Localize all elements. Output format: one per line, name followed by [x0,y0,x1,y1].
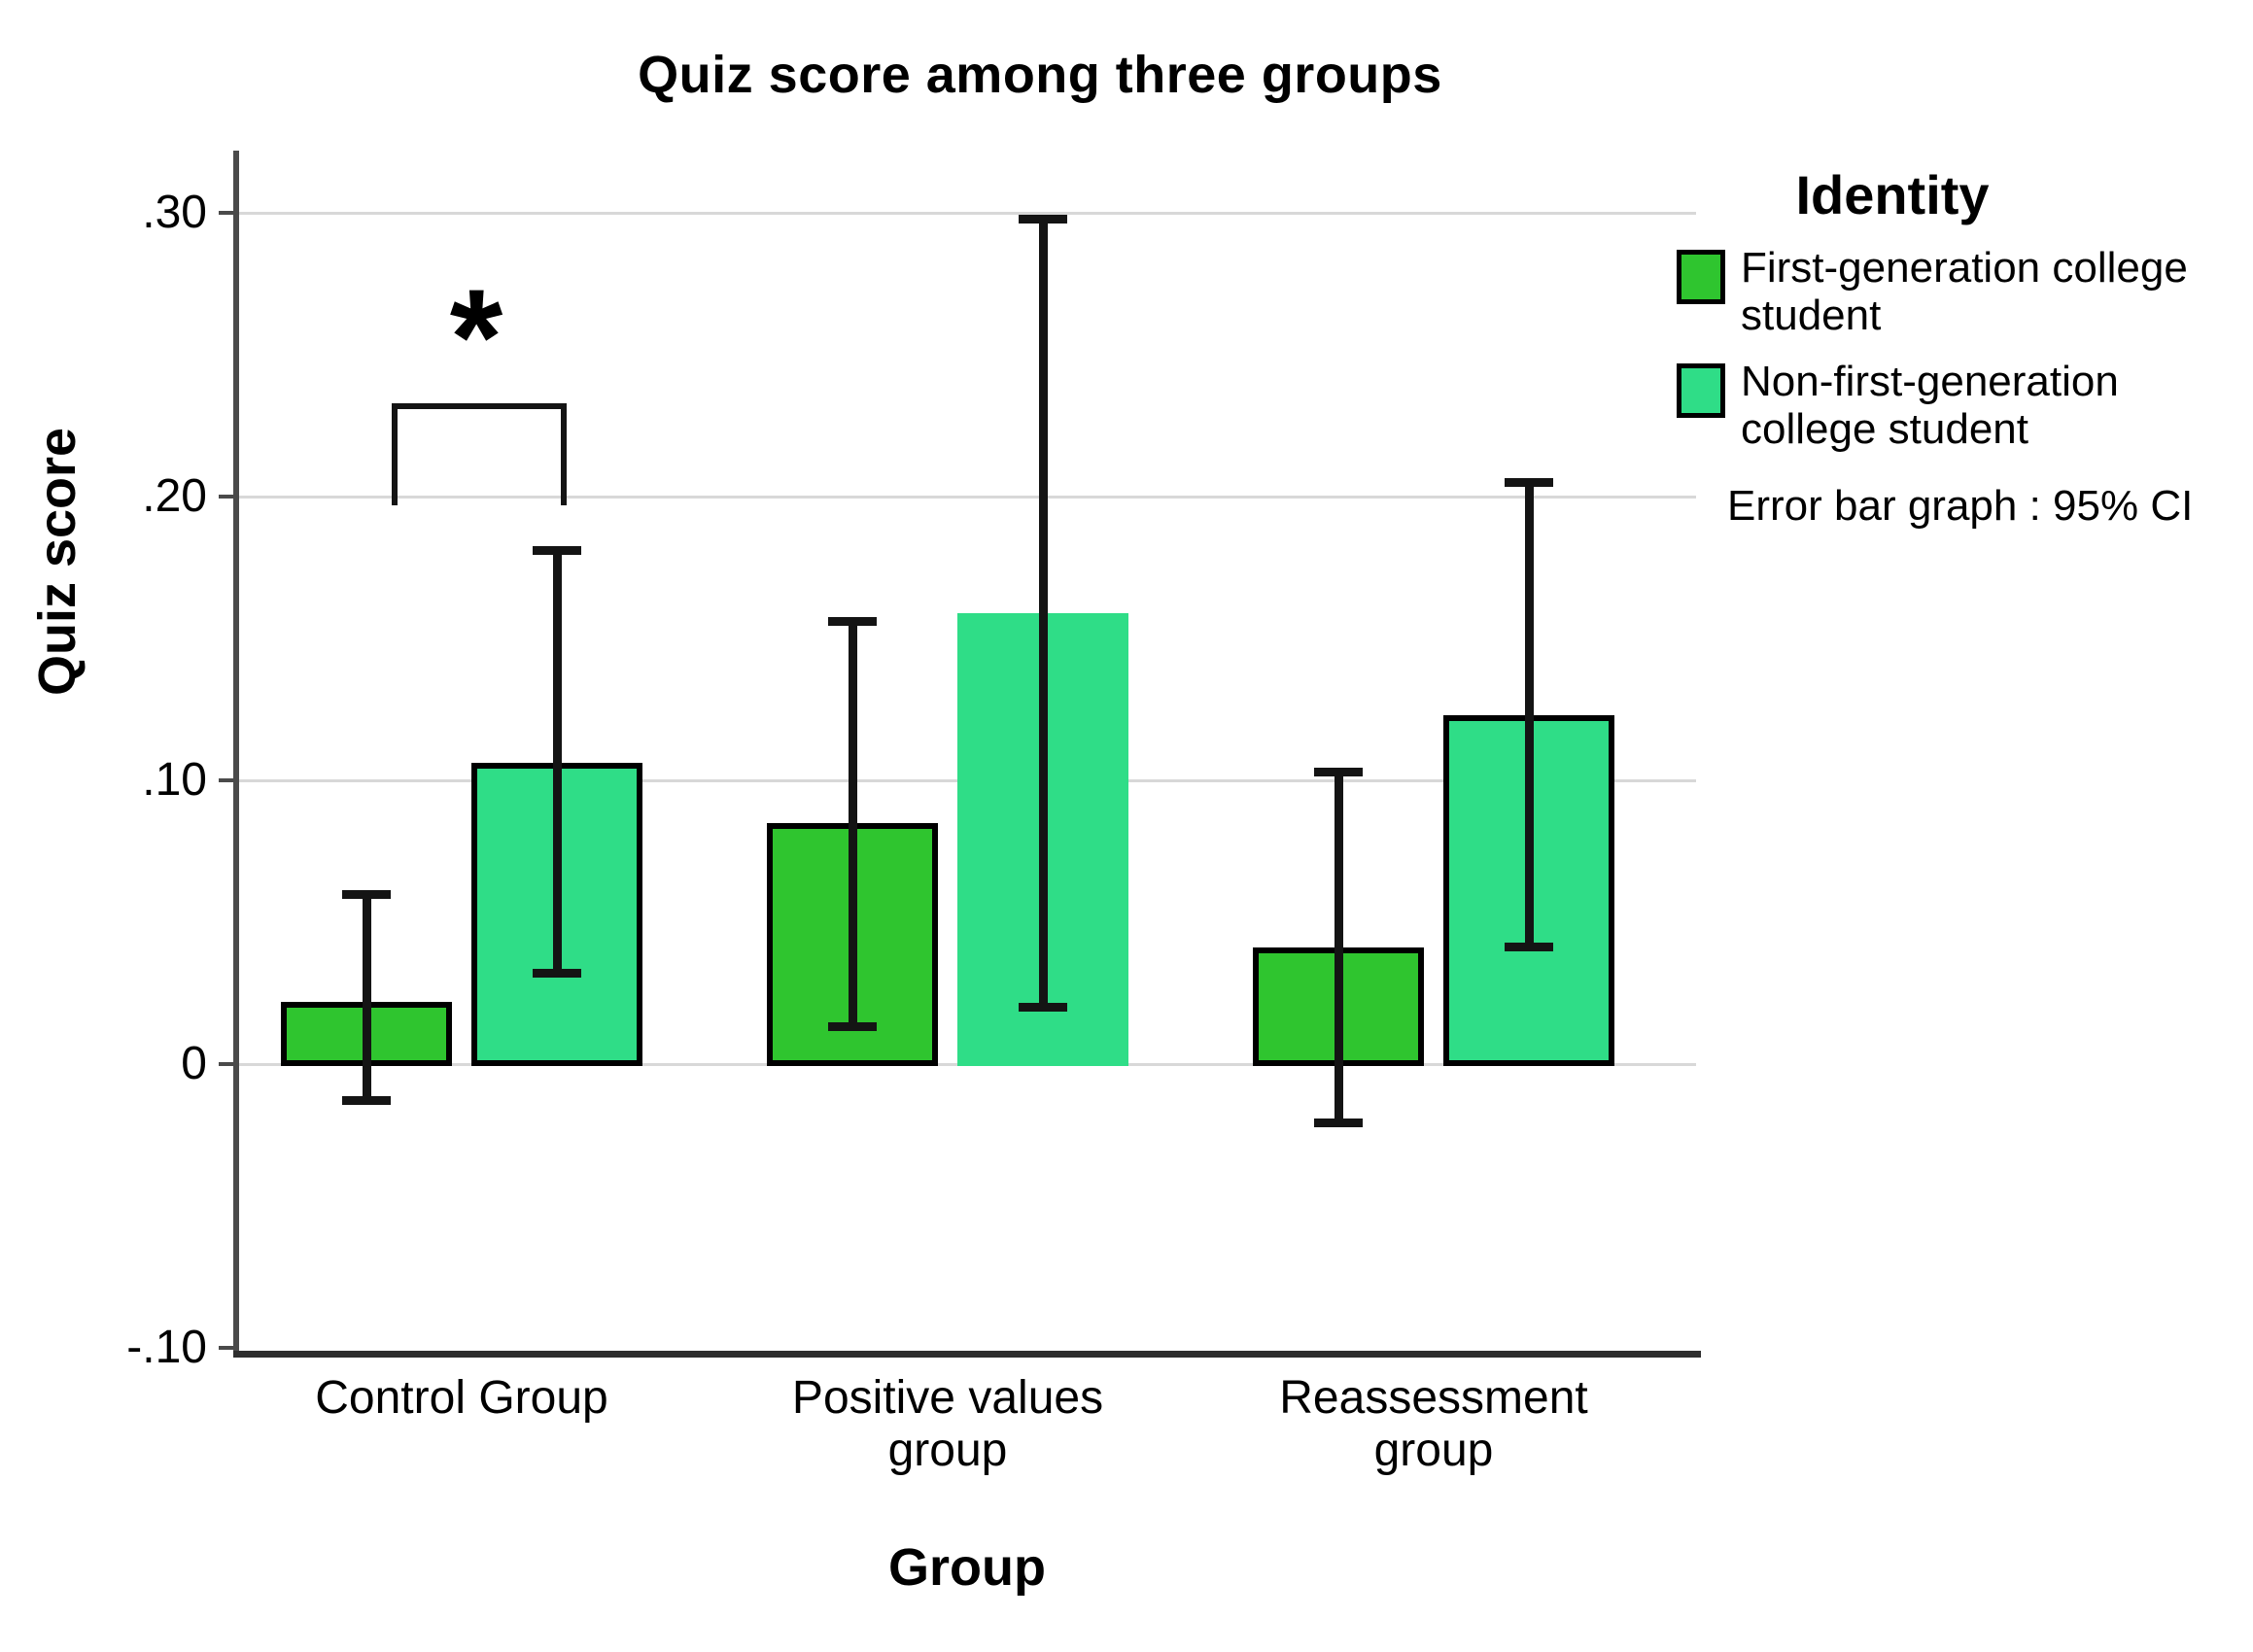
y-tick-mark [219,1062,238,1066]
error-bar-line [1334,772,1343,1123]
y-tick-label: 0 [181,1038,207,1089]
legend-note: Error bar graph : 95% CI [1727,482,2194,531]
legend-swatch-first-generation [1677,250,1725,304]
error-bar-cap-top [828,617,877,626]
legend: Identity First-generation college studen… [1667,163,2253,531]
y-tick-mark [219,211,238,215]
y-tick-mark [219,778,238,782]
significance-bracket-right-leg [561,403,567,505]
x-tick-label: Positive values group [791,1372,1104,1476]
y-axis-line [233,151,239,1356]
legend-swatch-non-first-generation [1677,362,1725,418]
significance-bracket-left-leg [392,403,398,505]
error-bar-cap-bottom [342,1096,391,1105]
error-bar-cap-top [533,546,581,555]
error-bar-cap-top [1314,768,1363,776]
y-tick-label: -.10 [126,1322,207,1373]
x-axis-line [233,1351,1701,1358]
y-tick-mark [219,1346,238,1350]
legend-title: Identity [1795,164,1990,225]
error-bar-line [553,550,562,973]
error-bar-cap-bottom [1314,1119,1363,1127]
y-tick-label: .20 [142,470,207,522]
legend-item-label: Non-first-generation college student [1741,357,2119,453]
y-tick-label: .30 [142,187,207,238]
legend-item: First-generation college student [1667,244,2253,340]
error-bar-cap-top [1505,478,1553,487]
x-tick-label: Control Group [315,1372,608,1424]
legend-item-label: First-generation college student [1741,244,2188,340]
error-bar-cap-bottom [828,1022,877,1031]
x-tick-label: Reassessment group [1279,1372,1588,1476]
gridline [238,212,1696,215]
significance-star: * [449,260,503,413]
y-tick-label: .10 [142,754,207,806]
error-bar-line [1525,482,1534,947]
y-tick-mark [219,495,238,499]
chart-title: Quiz score among three groups [638,46,1442,104]
significance-bracket-top [392,403,567,409]
error-bar-line [849,621,857,1027]
error-bar-cap-top [1019,215,1067,224]
x-axis-title: Group [888,1538,1046,1597]
error-bar-cap-bottom [533,969,581,978]
gridline [238,496,1696,499]
error-bar-cap-bottom [1505,943,1553,951]
error-bar-cap-bottom [1019,1003,1067,1012]
error-bar-line [363,894,371,1101]
error-bar-cap-top [342,890,391,899]
legend-item: Non-first-generation college student [1667,358,2253,454]
error-bar-line [1039,219,1048,1008]
